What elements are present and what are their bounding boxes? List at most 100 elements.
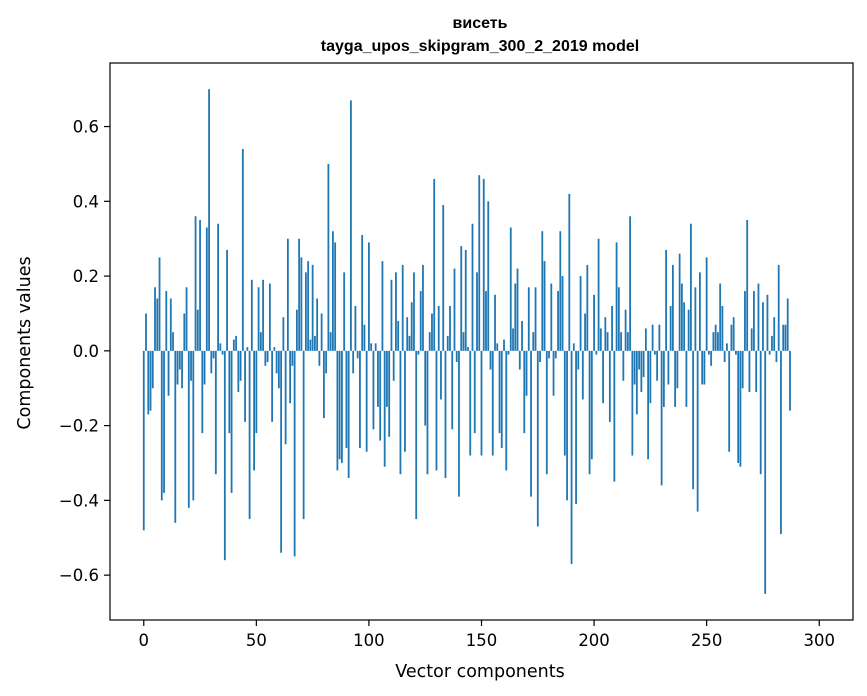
bar	[449, 305, 451, 351]
bar	[640, 350, 643, 392]
bar	[401, 264, 404, 351]
bar	[431, 313, 433, 351]
bar	[253, 350, 255, 471]
bar	[696, 350, 699, 512]
bar	[277, 350, 280, 389]
bars-group	[142, 89, 791, 594]
bar	[169, 298, 172, 351]
bar	[699, 272, 701, 351]
y-tick-label: −0.2	[59, 417, 99, 436]
bar	[341, 350, 343, 463]
bar	[228, 350, 231, 434]
bar	[320, 313, 323, 351]
bar	[433, 178, 436, 351]
bar	[203, 350, 206, 385]
bar	[516, 268, 519, 351]
bar	[599, 328, 602, 351]
bar	[753, 291, 755, 351]
bar	[332, 231, 334, 351]
bar	[548, 350, 550, 359]
bar	[613, 350, 616, 482]
bar	[345, 350, 348, 449]
bar	[397, 320, 400, 351]
bar	[498, 350, 501, 434]
bar	[365, 350, 368, 452]
bar	[255, 350, 258, 434]
bar	[262, 279, 264, 351]
bar	[446, 335, 449, 351]
bar	[669, 305, 672, 351]
bar	[561, 276, 564, 351]
x-tick-label: 200	[578, 631, 610, 650]
bar	[241, 148, 244, 351]
bar	[482, 178, 485, 351]
bar	[680, 283, 683, 351]
bar	[476, 272, 478, 351]
bar	[703, 350, 706, 385]
bar	[620, 332, 622, 351]
bar	[424, 350, 427, 426]
bar	[280, 350, 283, 553]
bar	[766, 294, 769, 351]
bar	[786, 298, 789, 351]
bar	[284, 350, 287, 445]
bar	[183, 313, 186, 351]
bar	[185, 287, 188, 351]
bar	[291, 350, 294, 366]
y-tick-label: 0.4	[73, 192, 99, 211]
bar	[142, 350, 145, 531]
bar	[181, 350, 183, 389]
bar	[737, 350, 740, 463]
bar	[208, 89, 210, 351]
bar	[462, 332, 465, 351]
x-axis-label: Vector components	[395, 662, 564, 682]
bar	[597, 238, 600, 351]
bar	[530, 350, 532, 497]
bar	[685, 350, 688, 407]
bar	[656, 350, 659, 381]
x-tick-label: 100	[353, 631, 385, 650]
bar	[496, 343, 499, 351]
bar	[359, 350, 361, 449]
bar	[633, 350, 636, 385]
bar	[426, 350, 429, 475]
bar	[491, 350, 494, 456]
bar	[350, 100, 352, 351]
bar	[771, 335, 773, 351]
bar	[593, 294, 595, 351]
bar	[318, 350, 321, 366]
bar	[390, 279, 393, 351]
bar	[584, 313, 586, 351]
bar	[629, 216, 631, 351]
bar	[406, 317, 409, 351]
bar	[762, 302, 764, 351]
bar	[532, 332, 535, 351]
bar	[712, 332, 715, 351]
bar	[311, 264, 314, 351]
bar	[428, 332, 431, 351]
bar	[309, 339, 312, 351]
bar	[494, 294, 496, 351]
bar	[370, 343, 373, 351]
bar	[361, 234, 364, 351]
bar	[327, 163, 330, 351]
bar	[363, 324, 366, 351]
bar	[343, 272, 346, 351]
bar	[467, 347, 469, 351]
bar	[485, 291, 487, 351]
bar	[512, 328, 514, 351]
bar	[507, 350, 510, 355]
bar	[735, 350, 737, 355]
bar	[674, 350, 677, 407]
bar	[381, 261, 384, 351]
bar	[147, 350, 150, 415]
bar	[156, 298, 159, 351]
bar	[158, 257, 161, 351]
bar	[658, 324, 661, 351]
bar	[196, 309, 199, 351]
bar	[777, 264, 780, 351]
bar	[471, 223, 474, 351]
bar	[244, 350, 246, 422]
bar	[325, 350, 328, 374]
bar	[163, 350, 165, 493]
